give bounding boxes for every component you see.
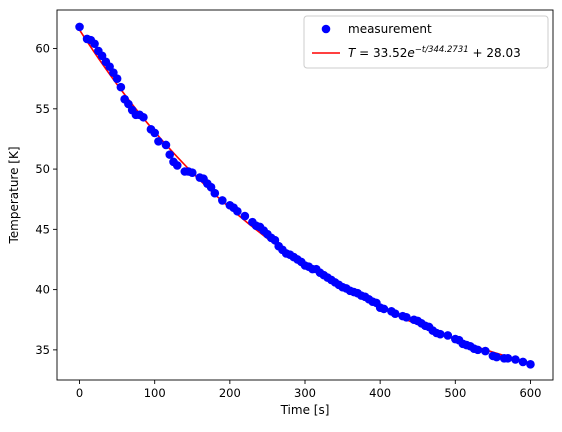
x-tick-label: 600	[519, 386, 541, 400]
legend-fit-tail: + 28.03	[469, 46, 521, 60]
data-point	[150, 128, 159, 138]
data-point	[187, 168, 197, 178]
y-axis: 35 40 45 50 55 60	[35, 42, 57, 357]
data-point	[402, 313, 411, 322]
data-point	[139, 112, 148, 122]
data-point	[473, 345, 483, 355]
legend-fit-e: e	[407, 46, 414, 60]
data-point	[112, 74, 122, 83]
x-tick-label: 100	[144, 386, 166, 400]
data-point	[116, 82, 126, 92]
x-tick-label: 300	[294, 386, 316, 400]
data-point	[75, 22, 84, 32]
data-point	[379, 304, 389, 314]
data-point	[233, 206, 242, 216]
data-point	[518, 357, 528, 367]
x-tick-label: 400	[369, 386, 391, 400]
y-tick-label: 40	[35, 283, 50, 297]
data-point	[511, 355, 520, 364]
x-tick-label: 200	[219, 386, 241, 400]
data-point	[154, 137, 163, 146]
data-point	[503, 354, 513, 363]
legend-fit-coef: = 33.52	[355, 46, 407, 60]
legend-fit-exponent: −t/344.2731	[415, 45, 469, 55]
x-axis: 0 100 200 300 400 500 600	[76, 380, 541, 400]
data-point	[390, 309, 400, 319]
legend-box	[303, 15, 549, 69]
data-point	[492, 352, 501, 362]
data-point	[526, 360, 535, 369]
y-tick-label: 50	[35, 162, 50, 176]
data-point	[443, 331, 453, 340]
measurement-points	[75, 22, 535, 369]
x-tick-label: 500	[444, 386, 466, 400]
data-point	[435, 329, 445, 339]
y-tick-label: 55	[35, 102, 50, 116]
y-tick-label: 60	[35, 42, 50, 56]
y-tick-label: 35	[35, 343, 50, 357]
plot-frame	[56, 9, 554, 381]
data-point	[90, 39, 99, 49]
legend-fit-var: T	[348, 46, 357, 60]
data-point	[172, 161, 182, 170]
data-point	[481, 346, 490, 356]
data-point	[210, 188, 220, 198]
legend-label-measurement: measurement	[348, 22, 432, 36]
y-tick-label: 45	[35, 222, 50, 236]
legend: measurement T = 33.52e−t/344.2731 + 28.0…	[303, 15, 549, 69]
data-point	[218, 196, 227, 205]
data-point	[161, 140, 171, 150]
y-axis-label: Temperature [K]	[7, 146, 21, 244]
legend-label-fit: T = 33.52e−t/344.2731 + 28.03	[348, 45, 521, 60]
x-tick-label: 0	[76, 386, 83, 400]
x-axis-label: Time [s]	[280, 403, 330, 417]
data-point	[240, 211, 250, 221]
data-point	[165, 150, 175, 159]
legend-marker-measurement	[321, 24, 331, 34]
